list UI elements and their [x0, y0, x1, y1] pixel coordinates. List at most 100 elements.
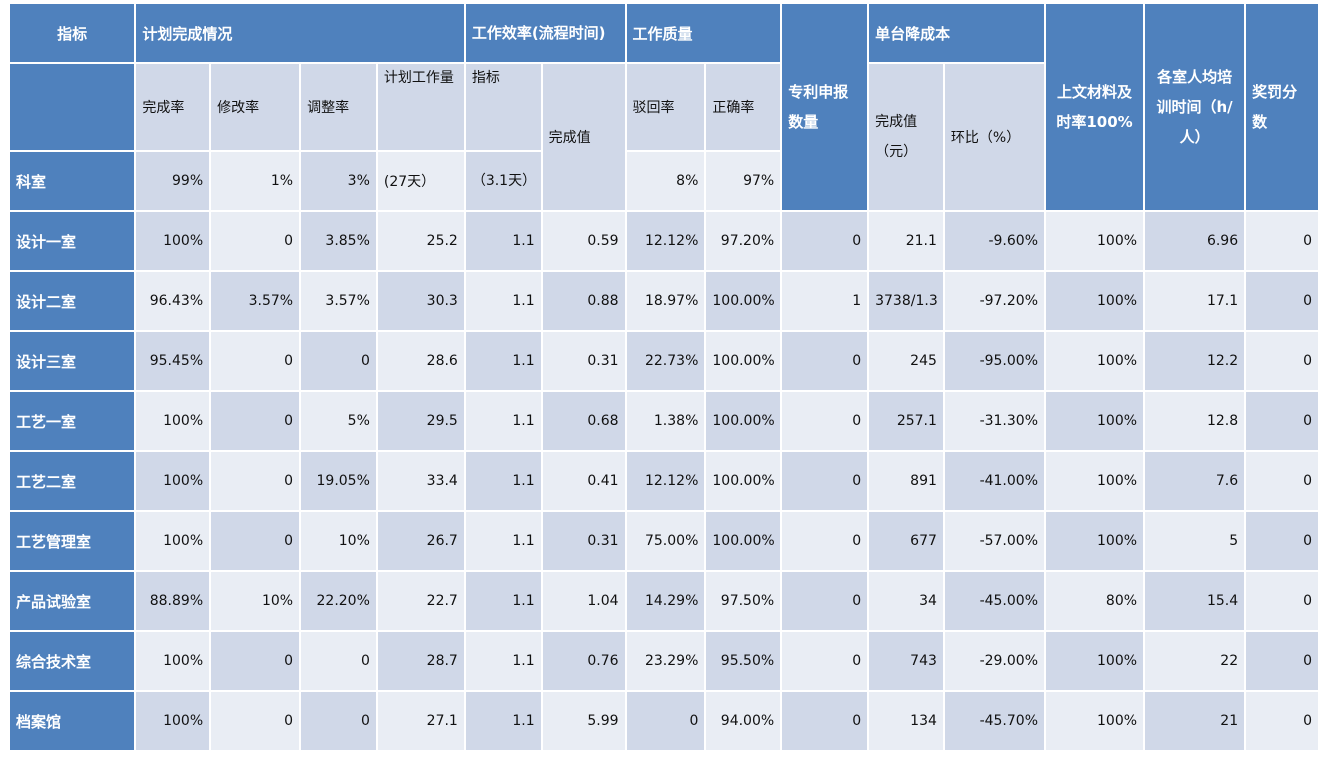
submission-cell: 100%: [1046, 632, 1144, 690]
completion-rate-cell: 100%: [136, 392, 210, 450]
table-row: 工艺一室 100% 0 5% 29.5 1.1 0.68 1.38% 100.0…: [10, 392, 1318, 450]
adjust-rate-cell: 3.85%: [301, 212, 376, 270]
adjust-rate-cell: 0: [301, 632, 376, 690]
efficiency-target-cell: 1.1: [465, 272, 541, 330]
table-row: 设计一室 100% 0 3.85% 25.2 1.1 0.59 12.12% 9…: [10, 212, 1318, 270]
completion-rate-cell: 100%: [136, 452, 210, 510]
revision-rate-cell: 0: [211, 632, 300, 690]
cost-value-cell: 34: [869, 572, 943, 630]
cost-value-cell: 3738/1.3: [869, 272, 943, 330]
sub-cost-mom: 环比（%）: [944, 64, 1044, 210]
cost-value-cell: 245: [869, 332, 943, 390]
table-row: 综合技术室 100% 0 0 28.7 1.1 0.76 23.29% 95.5…: [10, 632, 1318, 690]
target-adjust-rate: 3%: [301, 152, 376, 210]
patent-cell: 0: [782, 392, 868, 450]
cost-mom-cell: -41.00%: [944, 452, 1044, 510]
accuracy-rate-cell: 100.00%: [706, 272, 781, 330]
efficiency-actual-cell: 0.31: [542, 332, 625, 390]
efficiency-target-cell: 1.1: [465, 392, 541, 450]
sub-reject-rate: 驳回率: [626, 64, 705, 150]
efficiency-target-cell: 1.1: [465, 212, 541, 270]
completion-rate-cell: 100%: [136, 692, 210, 750]
training-cell: 22: [1145, 632, 1245, 690]
cost-mom-cell: -29.00%: [944, 632, 1044, 690]
patent-cell: 0: [782, 572, 868, 630]
sub-planned-workload: 计划工作量: [377, 64, 464, 150]
efficiency-actual-cell: 0.88: [542, 272, 625, 330]
accuracy-rate-cell: 100.00%: [706, 392, 781, 450]
submission-cell: 100%: [1046, 452, 1144, 510]
efficiency-actual-cell: 5.99: [542, 692, 625, 750]
training-cell: 21: [1145, 692, 1245, 750]
header-indicator: 指标: [10, 4, 135, 62]
cost-mom-cell: -97.20%: [944, 272, 1044, 330]
accuracy-rate-cell: 100.00%: [706, 452, 781, 510]
dept-label: 设计二室: [10, 272, 135, 330]
reject-rate-cell: 18.97%: [626, 272, 705, 330]
training-cell: 17.1: [1145, 272, 1245, 330]
adjust-rate-cell: 0: [301, 692, 376, 750]
cost-mom-cell: -45.70%: [944, 692, 1044, 750]
reject-rate-cell: 23.29%: [626, 632, 705, 690]
sub-accuracy-rate: 正确率: [706, 64, 781, 150]
workload-cell: 27.1: [377, 692, 464, 750]
completion-rate-cell: 96.43%: [136, 272, 210, 330]
revision-rate-cell: 0: [211, 392, 300, 450]
efficiency-actual-cell: 0.76: [542, 632, 625, 690]
table-row: 设计二室 96.43% 3.57% 3.57% 30.3 1.1 0.88 18…: [10, 272, 1318, 330]
adjust-rate-cell: 0: [301, 332, 376, 390]
dept-label: 设计三室: [10, 332, 135, 390]
training-cell: 15.4: [1145, 572, 1245, 630]
patent-cell: 0: [782, 452, 868, 510]
reject-rate-cell: 12.12%: [626, 212, 705, 270]
revision-rate-cell: 10%: [211, 572, 300, 630]
completion-rate-cell: 95.45%: [136, 332, 210, 390]
reward-cell: 0: [1246, 632, 1318, 690]
revision-rate-cell: 0: [211, 332, 300, 390]
accuracy-rate-cell: 100.00%: [706, 332, 781, 390]
sub-efficiency-target: 指标: [465, 64, 541, 150]
header-training: 各室人均培训时间（h/人）: [1145, 4, 1245, 210]
submission-cell: 100%: [1046, 692, 1144, 750]
target-row-label: 科室: [10, 152, 135, 210]
patent-cell: 1: [782, 272, 868, 330]
efficiency-target-cell: 1.1: [465, 512, 541, 570]
efficiency-target-cell: 1.1: [465, 332, 541, 390]
target-completion-rate: 99%: [136, 152, 210, 210]
reject-rate-cell: 0: [626, 692, 705, 750]
reject-rate-cell: 75.00%: [626, 512, 705, 570]
kpi-table: 指标 计划完成情况 工作效率(流程时间) 工作质量 专利申报数量 单台降成本 上…: [8, 2, 1320, 752]
dept-label: 档案馆: [10, 692, 135, 750]
table-row: 工艺二室 100% 0 19.05% 33.4 1.1 0.41 12.12% …: [10, 452, 1318, 510]
efficiency-actual-cell: 0.59: [542, 212, 625, 270]
sub-completion-rate: 完成率: [136, 64, 210, 150]
header-quality-group: 工作质量: [626, 4, 781, 62]
completion-rate-cell: 88.89%: [136, 572, 210, 630]
training-cell: 7.6: [1145, 452, 1245, 510]
table-row: 产品试验室 88.89% 10% 22.20% 22.7 1.1 1.04 14…: [10, 572, 1318, 630]
target-planned-workload: (27天）: [377, 152, 464, 210]
workload-cell: 33.4: [377, 452, 464, 510]
efficiency-target-cell: 1.1: [465, 632, 541, 690]
dept-label: 工艺一室: [10, 392, 135, 450]
header-cost-group: 单台降成本: [869, 4, 1044, 62]
efficiency-actual-cell: 0.68: [542, 392, 625, 450]
table-row: 工艺管理室 100% 0 10% 26.7 1.1 0.31 75.00% 10…: [10, 512, 1318, 570]
cost-value-cell: 257.1: [869, 392, 943, 450]
efficiency-target-cell: 1.1: [465, 572, 541, 630]
reward-cell: 0: [1246, 272, 1318, 330]
training-cell: 6.96: [1145, 212, 1245, 270]
cost-value-cell: 21.1: [869, 212, 943, 270]
reward-cell: 0: [1246, 572, 1318, 630]
reject-rate-cell: 22.73%: [626, 332, 705, 390]
target-row: 科室 99% 1% 3% (27天） （3.1天） 8% 97%: [10, 152, 1318, 210]
training-cell: 5: [1145, 512, 1245, 570]
accuracy-rate-cell: 95.50%: [706, 632, 781, 690]
sub-cost-value: 完成值（元）: [869, 64, 943, 210]
submission-cell: 100%: [1046, 332, 1144, 390]
adjust-rate-cell: 19.05%: [301, 452, 376, 510]
accuracy-rate-cell: 94.00%: [706, 692, 781, 750]
accuracy-rate-cell: 97.50%: [706, 572, 781, 630]
dept-label: 工艺管理室: [10, 512, 135, 570]
header-reward: 奖罚分数: [1246, 4, 1318, 210]
